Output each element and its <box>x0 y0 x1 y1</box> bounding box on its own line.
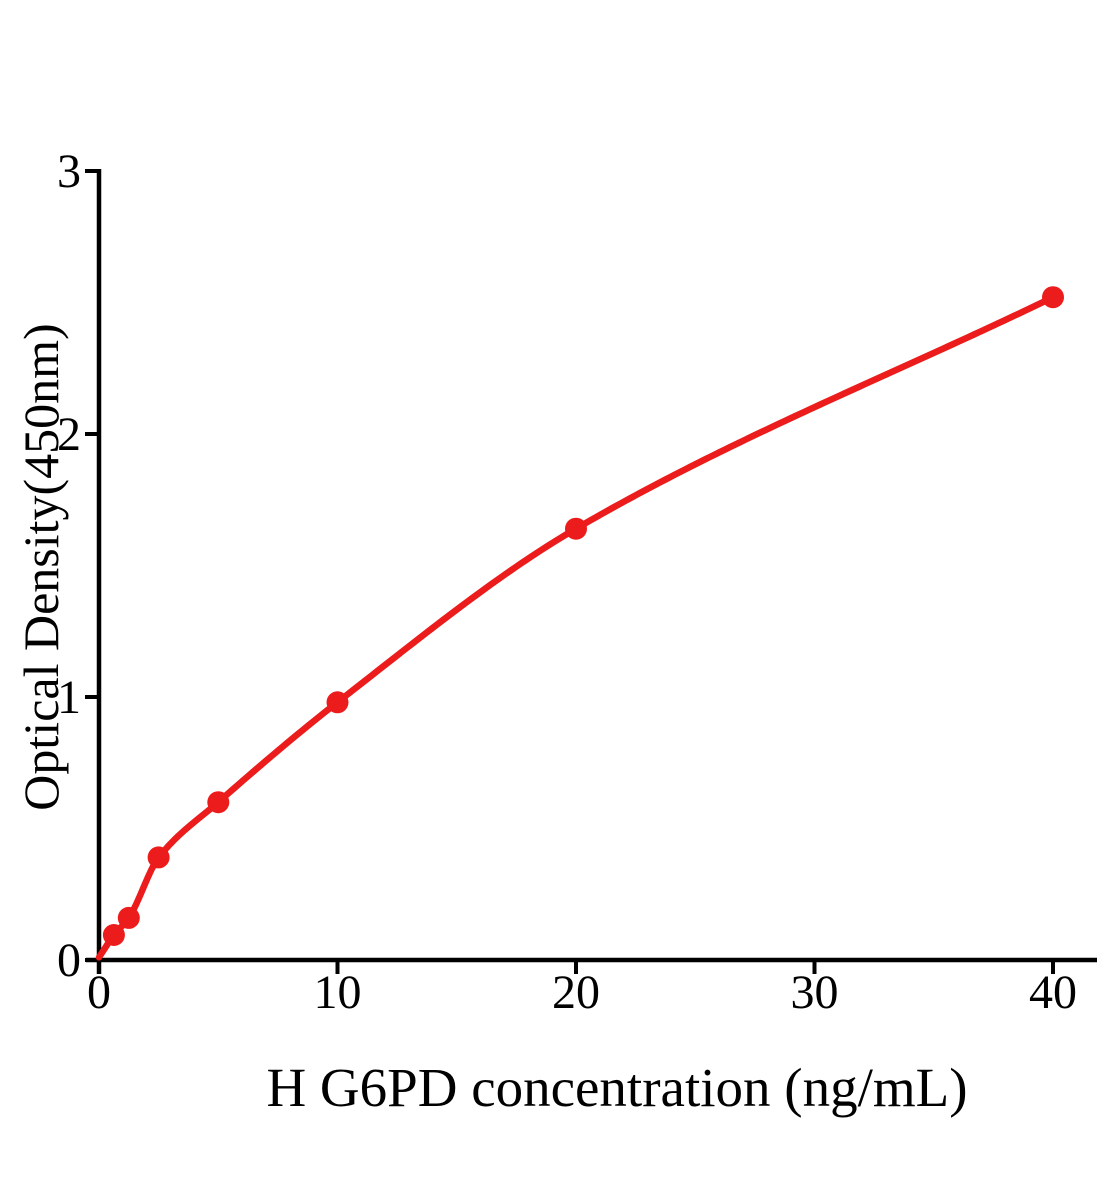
tick-labels: 0 10 20 30 40 0 1 2 3 <box>57 145 1077 1019</box>
data-point-marker <box>117 906 140 929</box>
data-point-marker <box>565 517 587 540</box>
y-axis-title: Optical Density(450nm) <box>13 323 69 810</box>
data-point-marker <box>326 691 349 714</box>
x-tick-label: 30 <box>791 966 839 1019</box>
data-point-marker <box>147 846 170 869</box>
x-tick-label: 0 <box>87 966 111 1019</box>
data-point-marker <box>207 791 230 814</box>
fit-curve-path <box>95 293 1057 961</box>
y-tick-label: 0 <box>57 934 81 987</box>
y-tick-label: 2 <box>57 408 81 461</box>
y-tick-label: 1 <box>57 671 81 724</box>
data-point-marker <box>1042 286 1064 309</box>
x-axis-title: H G6PD concentration (ng/mL) <box>266 1057 967 1118</box>
axes <box>85 169 1097 974</box>
x-tick-label: 20 <box>552 966 600 1019</box>
data-point-marker <box>102 924 125 946</box>
y-tick-label: 3 <box>57 145 81 198</box>
x-tick-label: 10 <box>314 966 362 1019</box>
data-series <box>95 286 1064 961</box>
x-tick-label: 40 <box>1029 966 1077 1019</box>
